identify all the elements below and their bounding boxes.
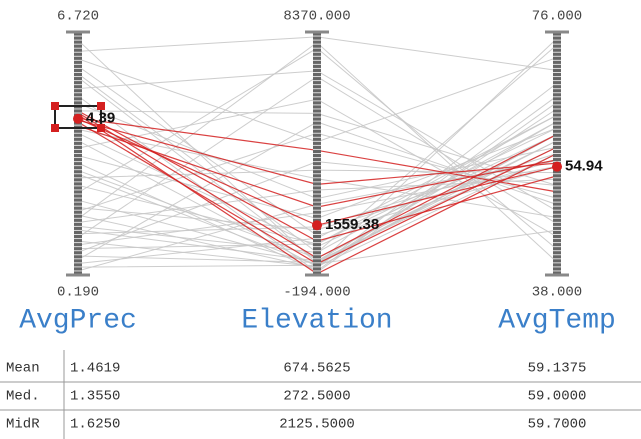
selected-point [73,113,83,124]
row-label: Mean [6,361,40,377]
axis-name: AvgTemp [498,305,616,336]
cell: 1.4619 [70,361,120,377]
selected-points: 4.39 1559.38 54.94 [73,110,603,233]
row-label: Med. [6,389,40,405]
selected-point [552,161,562,172]
handle[interactable] [97,102,105,110]
selection-box[interactable] [54,105,102,129]
cell: 272.5000 [283,389,350,405]
axis-name: Elevation [241,305,392,336]
selected-label: 54.94 [565,158,603,175]
axis-min-label: 38.000 [532,285,582,301]
cell: 59.1375 [528,361,587,377]
selected-point [312,220,322,231]
handle[interactable] [51,102,59,110]
cell: 1.6250 [70,417,120,433]
cell: 1.3550 [70,389,120,405]
selected-label: 1559.38 [325,216,379,233]
axis-min-label: -194.000 [283,285,350,301]
axis-max-label: 6.720 [57,9,99,25]
stats-table: Mean 1.4619 674.5625 59.1375 Med. 1.3550 272.5… [0,350,641,439]
axis-max-label: 8370.000 [283,9,350,25]
axis-name: AvgPrec [19,305,137,336]
handle[interactable] [51,124,59,132]
handle[interactable] [97,124,105,132]
selected-label: 4.39 [86,110,115,127]
row-label: MidR [6,417,40,433]
cell: 674.5625 [283,361,350,377]
cell: 59.0000 [528,389,587,405]
cell: 59.7000 [528,417,587,433]
axis-max-label: 76.000 [532,9,582,25]
axis-min-label: 0.190 [57,285,99,301]
cell: 2125.5000 [279,417,355,433]
axes: 6.720 0.190 AvgPrec 8370.000 -194.000 Elevati… [19,9,616,337]
